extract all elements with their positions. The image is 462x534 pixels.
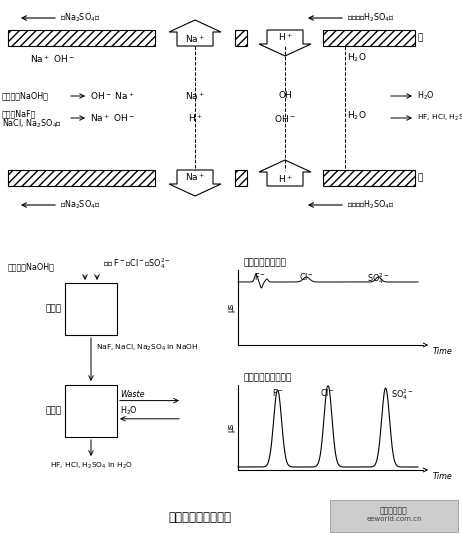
Text: 阴离子抑制工作原理: 阴离子抑制工作原理	[169, 511, 231, 524]
Text: H$_2$O: H$_2$O	[120, 404, 138, 417]
Text: 电子工程世界: 电子工程世界	[380, 506, 408, 515]
Text: 再生液（H$_2$SO$_4$）: 再生液（H$_2$SO$_4$）	[347, 199, 395, 211]
Bar	[235, 30, 247, 46]
Text: H$^+$: H$^+$	[188, 112, 202, 124]
Text: 化学抑制型电导响应: 化学抑制型电导响应	[243, 373, 292, 382]
Text: H$^+$: H$^+$	[278, 32, 292, 43]
Text: （Na$_2$SO$_4$）: （Na$_2$SO$_4$）	[60, 12, 100, 24]
Text: SO$_4^{2-}$: SO$_4^{2-}$	[367, 271, 389, 286]
Text: OH$^-$: OH$^-$	[274, 113, 296, 123]
Text: 非抑制型电导响应: 非抑制型电导响应	[243, 258, 286, 267]
Text: Na$^+$ OH$^-$: Na$^+$ OH$^-$	[30, 53, 75, 65]
Text: H$_2$O: H$_2$O	[417, 90, 435, 102]
Text: 再生液（H$_2$SO$_4$）: 再生液（H$_2$SO$_4$）	[347, 12, 395, 24]
Text: μs: μs	[226, 423, 235, 432]
Text: 膜: 膜	[418, 174, 423, 183]
Bar	[8, 170, 155, 186]
Text: OH$^-$ Na$^+$: OH$^-$ Na$^+$	[90, 90, 135, 102]
Text: F$^-$: F$^-$	[254, 271, 266, 282]
Text: Time: Time	[433, 472, 453, 481]
Text: （Na$_2$SO$_4$）: （Na$_2$SO$_4$）	[60, 199, 100, 211]
Text: Time: Time	[433, 347, 453, 356]
Text: HF, HCl, H$_2$SO$_4$ in H$_2$O: HF, HCl, H$_2$SO$_4$ in H$_2$O	[49, 461, 133, 471]
Text: Na$^+$ OH$^-$: Na$^+$ OH$^-$	[90, 112, 135, 124]
Text: 分离柱: 分离柱	[46, 304, 62, 313]
Polygon shape	[169, 170, 221, 196]
Text: μs: μs	[226, 303, 235, 312]
Polygon shape	[259, 160, 311, 186]
Text: eeworld.com.cn: eeworld.com.cn	[366, 516, 422, 522]
Bar	[323, 30, 415, 46]
Text: H$_2$O: H$_2$O	[347, 110, 367, 122]
Text: Cl$^-$: Cl$^-$	[299, 271, 314, 282]
Text: 膜: 膜	[418, 34, 423, 43]
Text: Cl$^-$: Cl$^-$	[321, 387, 335, 398]
Text: H$^+$: H$^+$	[278, 174, 292, 185]
Polygon shape	[169, 20, 221, 46]
Text: 样品（NaF，: 样品（NaF，	[2, 109, 36, 119]
Text: 样品 F$^-$，Cl$^-$，SO$_4^{2-}$: 样品 F$^-$，Cl$^-$，SO$_4^{2-}$	[103, 256, 171, 271]
Text: OH: OH	[278, 91, 292, 100]
Bar	[65, 385, 117, 437]
Text: Waste: Waste	[120, 390, 145, 398]
Text: Na$^+$: Na$^+$	[185, 90, 205, 102]
Text: 抑制器: 抑制器	[46, 406, 62, 415]
Bar	[8, 30, 155, 46]
Text: NaCl, Na$_2$SO$_4$）: NaCl, Na$_2$SO$_4$）	[2, 118, 62, 130]
Polygon shape	[259, 30, 311, 56]
Text: Na$^+$: Na$^+$	[185, 171, 205, 183]
Text: SO$_4^{2-}$: SO$_4^{2-}$	[390, 387, 413, 402]
Text: Na$^+$: Na$^+$	[185, 34, 205, 45]
Text: 淡洗液（NaOH）: 淡洗液（NaOH）	[2, 91, 49, 100]
Text: 淡洗液（NaOH）: 淡洗液（NaOH）	[8, 262, 55, 271]
Text: NaF, NaCl, Na$_2$SO$_4$ in NaOH: NaF, NaCl, Na$_2$SO$_4$ in NaOH	[96, 343, 199, 353]
Bar	[235, 170, 247, 186]
Bar	[65, 283, 117, 335]
Bar	[323, 170, 415, 186]
Bar	[330, 500, 458, 532]
Text: H$_2$O: H$_2$O	[347, 52, 367, 65]
Text: F$^-$: F$^-$	[272, 387, 284, 398]
Text: HF, HCl, H$_2$SO$_4$: HF, HCl, H$_2$SO$_4$	[417, 113, 462, 123]
